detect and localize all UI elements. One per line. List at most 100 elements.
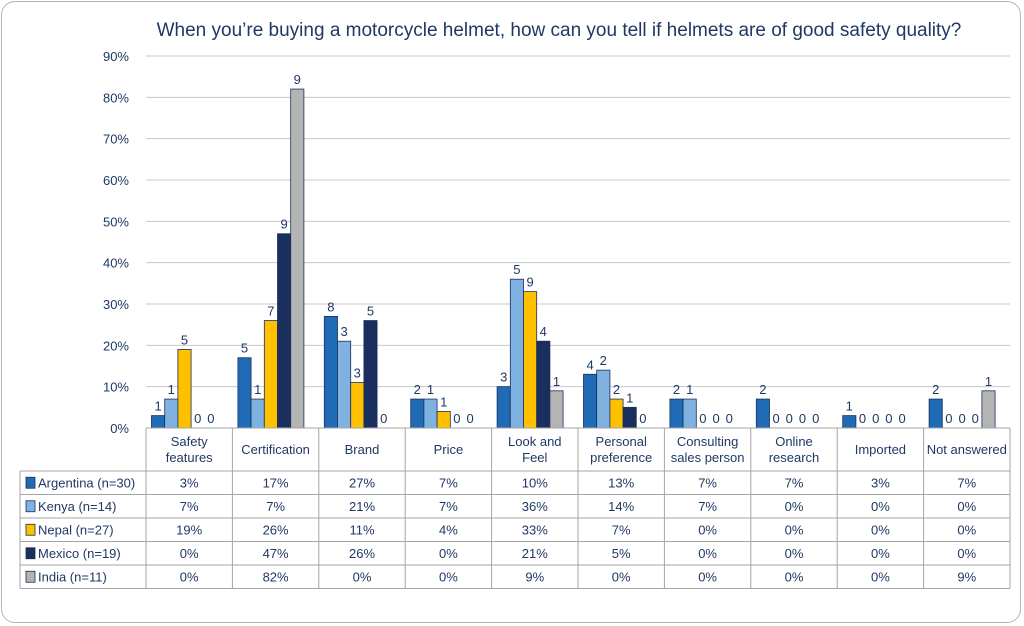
bar-2-4 bbox=[523, 291, 538, 429]
data-label: 0 bbox=[639, 411, 646, 426]
data-label: 0 bbox=[972, 411, 979, 426]
bar-2-1 bbox=[263, 320, 278, 429]
table-cell: 0% bbox=[785, 546, 804, 561]
data-label: 2 bbox=[414, 382, 421, 397]
table-cell: 0% bbox=[871, 522, 890, 537]
data-label: 0 bbox=[799, 411, 806, 426]
legend-swatch bbox=[25, 547, 36, 560]
data-label: 0 bbox=[958, 411, 965, 426]
table-cell: 26% bbox=[263, 522, 289, 537]
bar-2-2 bbox=[350, 382, 365, 429]
category-label: Certification bbox=[241, 442, 310, 457]
data-label: 0 bbox=[453, 411, 460, 426]
table-cell: 0% bbox=[871, 569, 890, 584]
table-cell: 9% bbox=[525, 569, 544, 584]
table-cell: 7% bbox=[266, 499, 285, 514]
bar-3-4 bbox=[536, 340, 551, 429]
bar-0-7 bbox=[755, 398, 770, 429]
legend-label: Argentina (n=30) bbox=[38, 475, 135, 490]
table-cell: 0% bbox=[957, 546, 976, 561]
data-label: 7 bbox=[267, 304, 274, 319]
y-tick-label: 90% bbox=[103, 49, 129, 64]
table-cell: 0% bbox=[871, 546, 890, 561]
table-cell: 7% bbox=[698, 499, 717, 514]
data-label: 9 bbox=[526, 275, 533, 290]
bar-0-8 bbox=[842, 415, 857, 429]
data-label: 0 bbox=[726, 411, 733, 426]
bar-2-3 bbox=[436, 411, 451, 429]
bar-1-4 bbox=[509, 278, 524, 429]
table-cell: 7% bbox=[612, 522, 631, 537]
category-label: features bbox=[166, 450, 213, 465]
bar-4-9 bbox=[981, 390, 996, 429]
table-cell: 0% bbox=[957, 522, 976, 537]
bar-0-5 bbox=[583, 373, 598, 429]
data-label: 3 bbox=[354, 366, 361, 381]
bar-1-0 bbox=[164, 398, 179, 429]
data-label: 2 bbox=[673, 382, 680, 397]
bar-2-0 bbox=[177, 349, 192, 429]
data-label: 1 bbox=[168, 382, 175, 397]
data-label: 3 bbox=[500, 370, 507, 385]
data-label: 8 bbox=[327, 299, 334, 314]
data-label: 2 bbox=[932, 382, 939, 397]
category-label: research bbox=[769, 450, 820, 465]
bar-1-5 bbox=[596, 369, 611, 429]
y-tick-label: 50% bbox=[103, 214, 129, 229]
y-tick-label: 60% bbox=[103, 173, 129, 188]
table-cell: 0% bbox=[439, 546, 458, 561]
data-label: 5 bbox=[181, 332, 188, 347]
data-label: 1 bbox=[440, 394, 447, 409]
y-tick-label: 70% bbox=[103, 132, 129, 147]
table-cell: 19% bbox=[176, 522, 202, 537]
data-label: 1 bbox=[154, 399, 161, 414]
table-cell: 0% bbox=[698, 522, 717, 537]
legend-label: Nepal (n=27) bbox=[38, 522, 114, 537]
data-label: 0 bbox=[772, 411, 779, 426]
data-label: 0 bbox=[466, 411, 473, 426]
data-label: 1 bbox=[846, 399, 853, 414]
bar-4-4 bbox=[549, 390, 564, 429]
data-label: 0 bbox=[712, 411, 719, 426]
data-label: 3 bbox=[340, 324, 347, 339]
table-cell: 0% bbox=[785, 569, 804, 584]
table-cell: 3% bbox=[871, 475, 890, 490]
data-label: 2 bbox=[613, 382, 620, 397]
table-cell: 0% bbox=[698, 569, 717, 584]
data-label: 0 bbox=[898, 411, 905, 426]
bar-0-1 bbox=[237, 357, 252, 429]
data-label: 0 bbox=[872, 411, 879, 426]
table-cell: 13% bbox=[608, 475, 634, 490]
bar-0-9 bbox=[928, 398, 943, 429]
table-cell: 5% bbox=[612, 546, 631, 561]
category-label: Personal bbox=[596, 434, 647, 449]
bar-2-5 bbox=[609, 398, 624, 429]
table-cell: 7% bbox=[957, 475, 976, 490]
data-label: 1 bbox=[985, 374, 992, 389]
data-label: 0 bbox=[207, 411, 214, 426]
data-label: 0 bbox=[194, 411, 201, 426]
table-cell: 9% bbox=[957, 569, 976, 584]
legend-swatch bbox=[25, 500, 36, 513]
table-cell: 0% bbox=[353, 569, 372, 584]
table-cell: 26% bbox=[349, 546, 375, 561]
bar-0-4 bbox=[496, 386, 511, 429]
table-cell: 7% bbox=[180, 499, 199, 514]
category-label: Online bbox=[775, 434, 813, 449]
table-cell: 0% bbox=[180, 569, 199, 584]
table-cell: 0% bbox=[612, 569, 631, 584]
data-label: 9 bbox=[280, 217, 287, 232]
legend-label: Kenya (n=14) bbox=[38, 499, 116, 514]
bar-0-2 bbox=[323, 315, 338, 429]
bar-3-1 bbox=[277, 233, 292, 429]
data-label: 0 bbox=[885, 411, 892, 426]
table-cell: 21% bbox=[349, 499, 375, 514]
table-cell: 0% bbox=[698, 546, 717, 561]
legend-swatch bbox=[25, 523, 36, 536]
table-cell: 21% bbox=[522, 546, 548, 561]
category-label: Not answered bbox=[927, 442, 1007, 457]
table-cell: 0% bbox=[785, 499, 804, 514]
bar-3-2 bbox=[363, 320, 378, 429]
y-tick-label: 10% bbox=[103, 380, 129, 395]
table-cell: 27% bbox=[349, 475, 375, 490]
